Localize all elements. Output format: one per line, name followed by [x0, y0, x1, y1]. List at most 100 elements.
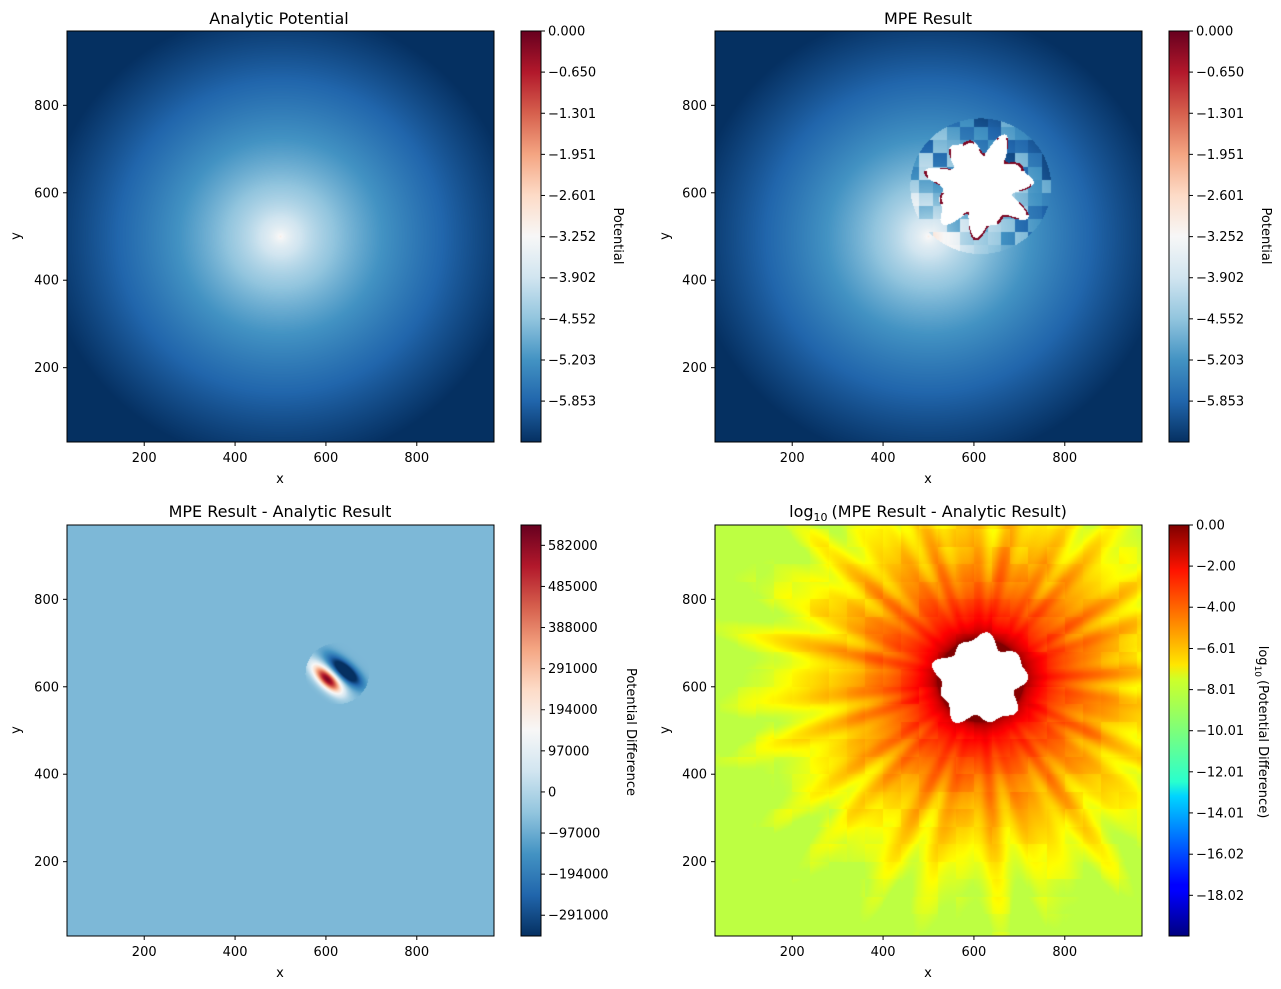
y-tick-label: 200 — [682, 361, 707, 376]
colorbar-tick-label: −1.301 — [548, 107, 596, 122]
colorbar-tick-label: −5.853 — [1196, 395, 1244, 410]
x-axis: 200 400 600 800 — [780, 936, 1077, 960]
colorbar-gradient — [1169, 525, 1189, 936]
y-tick-label: 800 — [682, 593, 707, 608]
colorbar-gradient — [521, 525, 541, 936]
x-tick-label: 600 — [962, 945, 987, 960]
colorbar-tick-label: −3.252 — [1196, 230, 1244, 245]
colorbar-tick-label: 0 — [548, 785, 556, 800]
y-tick-label: 200 — [682, 855, 707, 870]
colorbar-tick-label: 194000 — [548, 703, 598, 718]
colorbar-tick-label: −6.01 — [1196, 642, 1236, 657]
colorbar-tick-label: −3.902 — [1196, 271, 1244, 286]
y-axis-label: y — [658, 726, 673, 734]
colorbar-tick-label: −1.951 — [1196, 148, 1244, 163]
colorbar-label: log10 (Potential Difference) — [1252, 646, 1270, 819]
panel-analytic-potential: Analytic Potential 200 400 600 800 200 400 60… — [9, 9, 625, 487]
colorbar-tick-label: −3.902 — [548, 271, 596, 286]
x-axis-label: x — [924, 472, 932, 487]
x-tick-label: 200 — [132, 451, 157, 466]
colorbar: 0.000 −0.650 −1.301 −1.951 −2.601 −3.252 −3.90… — [520, 25, 625, 443]
x-axis: 200 400 600 800 — [132, 442, 429, 466]
colorbar-tick-label: −16.02 — [1196, 848, 1244, 863]
colorbar-tick-label: −0.650 — [548, 66, 596, 81]
x-axis-label: x — [276, 472, 284, 487]
y-axis: 200 400 600 800 — [34, 593, 67, 870]
colorbar-ticks: 0.00 −2.00 −4.00 −6.01 −8.01 −10.01 −12.01 −14.… — [1189, 519, 1244, 904]
y-axis: 200 400 600 800 — [34, 99, 67, 376]
y-axis: 200 400 600 800 — [682, 99, 715, 376]
colorbar-tick-label: −5.853 — [548, 395, 596, 410]
x-axis: 200 400 600 800 — [132, 936, 429, 960]
y-tick-label: 600 — [34, 680, 59, 695]
colorbar-tick-label: 291000 — [548, 662, 598, 677]
colorbar-tick-label: −97000 — [548, 827, 600, 842]
x-axis-label: x — [924, 966, 932, 981]
y-tick-label: 600 — [682, 680, 707, 695]
title-sub: 10 — [814, 511, 828, 524]
cbar-rest: (Potential Difference) — [1255, 680, 1270, 818]
heatmap-image — [67, 31, 494, 442]
y-tick-label: 200 — [34, 855, 59, 870]
colorbar-tick-label: −4.552 — [548, 312, 596, 327]
colorbar-tick-label: 97000 — [548, 744, 589, 759]
panel-log-difference: log10 (MPE Result - Analytic Result) 200 4… — [658, 502, 1270, 981]
y-tick-label: 800 — [34, 593, 59, 608]
colorbar-tick-label: 0.000 — [548, 25, 585, 40]
x-tick-label: 600 — [314, 945, 339, 960]
x-tick-label: 800 — [1052, 451, 1077, 466]
colorbar-tick-label: −3.252 — [548, 230, 596, 245]
x-tick-label: 200 — [132, 945, 157, 960]
plot-frame — [714, 30, 1143, 443]
y-axis-label: y — [9, 232, 24, 240]
colorbar: 0.000 −0.650 −1.301 −1.951 −2.601 −3.252 −3.90… — [1168, 25, 1273, 443]
colorbar: 0.00 −2.00 −4.00 −6.01 −8.01 −10.01 −12.01 −14.… — [1168, 519, 1270, 937]
colorbar-tick-label: −1.301 — [1196, 107, 1244, 122]
panel-title: MPE Result - Analytic Result — [169, 502, 392, 521]
y-axis: 200 400 600 800 — [682, 593, 715, 870]
panel-mpe-result: MPE Result 200 400 600 800 200 400 600 800 x y… — [658, 9, 1273, 487]
x-tick-label: 400 — [871, 451, 896, 466]
x-tick-label: 200 — [780, 451, 805, 466]
colorbar-tick-label: −12.01 — [1196, 765, 1244, 780]
panel-title: MPE Result — [884, 9, 972, 28]
plot-frame — [66, 524, 495, 937]
colorbar-label: Potential — [610, 208, 625, 265]
colorbar-tick-label: −2.00 — [1196, 560, 1236, 575]
title-log: log — [789, 502, 813, 521]
plot-frame — [66, 30, 495, 443]
plot-frame — [714, 524, 1143, 937]
colorbar-tick-label: 485000 — [548, 580, 598, 595]
panel-difference: MPE Result - Analytic Result 200 400 600 80… — [9, 502, 638, 981]
colorbar: 582000 485000 388000 291000 194000 97000 0 −970… — [520, 524, 638, 937]
x-tick-label: 400 — [871, 945, 896, 960]
cbar-sub: 10 — [1252, 666, 1262, 678]
x-tick-label: 800 — [1052, 945, 1077, 960]
colorbar-tick-label: 0.00 — [1196, 519, 1225, 534]
colorbar-tick-label: −1.951 — [548, 148, 596, 163]
x-tick-label: 600 — [962, 451, 987, 466]
colorbar-ticks: 0.000 −0.650 −1.301 −1.951 −2.601 −3.252 −3.90… — [1189, 25, 1244, 410]
y-tick-label: 600 — [682, 186, 707, 201]
colorbar-tick-label: −14.01 — [1196, 806, 1244, 821]
colorbar-tick-label: −4.552 — [1196, 312, 1244, 327]
x-tick-label: 200 — [780, 945, 805, 960]
y-tick-label: 400 — [34, 274, 59, 289]
colorbar-tick-label: 0.000 — [1196, 25, 1233, 40]
y-tick-label: 800 — [682, 99, 707, 114]
x-tick-label: 800 — [404, 451, 429, 466]
y-tick-label: 400 — [682, 274, 707, 289]
x-axis: 200 400 600 800 — [780, 442, 1077, 466]
x-tick-label: 800 — [404, 945, 429, 960]
colorbar-gradient — [1169, 31, 1189, 442]
colorbar-tick-label: −8.01 — [1196, 683, 1236, 698]
y-tick-label: 200 — [34, 361, 59, 376]
panel-title: Analytic Potential — [209, 9, 349, 28]
x-tick-label: 400 — [223, 451, 248, 466]
heatmap-image — [715, 31, 1142, 442]
y-tick-label: 400 — [682, 768, 707, 783]
y-tick-label: 600 — [34, 186, 59, 201]
colorbar-tick-label: 388000 — [548, 621, 598, 636]
colorbar-frame — [520, 524, 542, 937]
